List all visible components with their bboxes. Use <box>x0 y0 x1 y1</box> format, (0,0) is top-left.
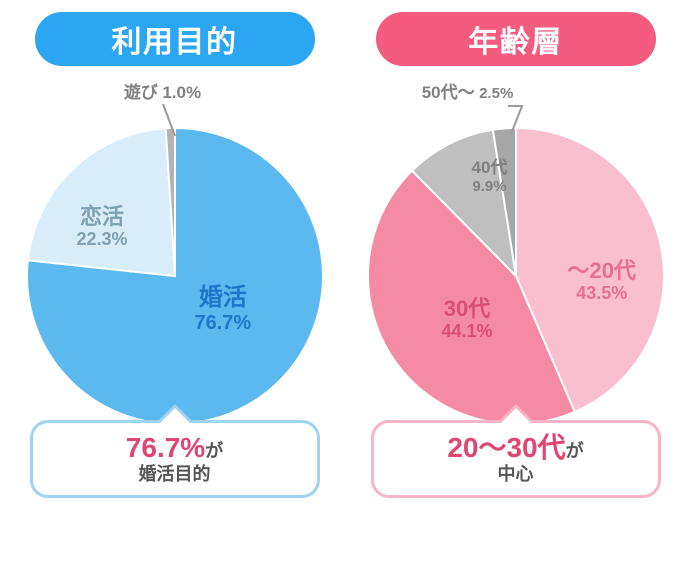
purpose-pie-chart: 婚活76.7%恋活22.3%遊び 1.0% <box>15 66 335 426</box>
purpose-slice-1 <box>27 128 174 276</box>
purpose-summary-box: 76.7%が婚活目的 <box>30 420 320 498</box>
age-summary-line2: 中心 <box>498 464 534 486</box>
purpose-summary-line1: 76.7%が <box>126 433 223 464</box>
infographic-container: 利用目的婚活76.7%恋活22.3%遊び 1.0%76.7%が婚活目的 年齢層〜… <box>12 12 678 498</box>
purpose-title-pill: 利用目的 <box>35 12 315 66</box>
age-summary-box: 20〜30代が中心 <box>371 420 661 498</box>
age-summary-tail <box>494 404 538 426</box>
age-pie-chart: 〜20代43.5%30代44.1%40代9.9%50代〜 2.5% <box>356 66 676 426</box>
panel-purpose: 利用目的婚活76.7%恋活22.3%遊び 1.0%76.7%が婚活目的 <box>12 12 337 498</box>
age-title-pill: 年齢層 <box>376 12 656 66</box>
purpose-summary-tail <box>153 404 197 426</box>
age-summary-line1: 20〜30代が <box>447 433 583 464</box>
panel-age: 年齢層〜20代43.5%30代44.1%40代9.9%50代〜 2.5%20〜3… <box>353 12 678 498</box>
purpose-summary-line2: 婚活目的 <box>139 464 211 486</box>
